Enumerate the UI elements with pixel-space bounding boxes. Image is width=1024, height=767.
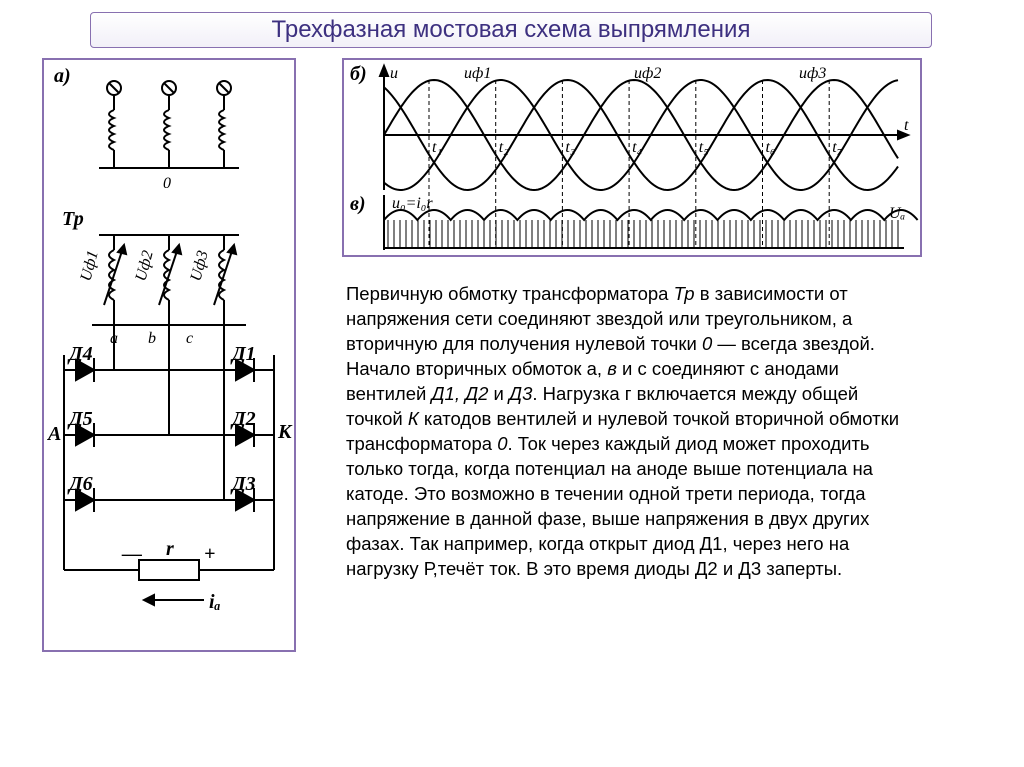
phase-u2: Uф2 [132, 249, 156, 283]
svg-text:t₄: t₄ [632, 139, 642, 156]
panel-label-b: б) [350, 63, 367, 85]
phase-u1: Uф1 [77, 249, 101, 283]
input-terminals [107, 81, 231, 95]
curve-u1: uф1 [464, 65, 491, 82]
text-run: . Ток через каждый диод может проходить … [346, 433, 873, 579]
svg-text:t₂: t₂ [499, 139, 509, 156]
description-paragraph: Первичную обмотку трансформатора Тр в за… [346, 282, 920, 582]
hatch-fill [388, 220, 898, 248]
svg-text:t₁: t₁ [432, 139, 442, 156]
svg-text:t₇: t₇ [832, 139, 842, 156]
phase-u3: Uф3 [187, 249, 211, 283]
circuit-diagram-panel: а) 0 Тр [42, 58, 296, 652]
diode-d5: Д5 [67, 408, 93, 430]
waveform-panel: б) в) u t t₁ t₂ t₃ t₄ t₅ t₆ t₇ uф1 uф2 uф3 u₀=… [342, 58, 922, 257]
panel-label-a: а) [54, 65, 71, 87]
node-a: А [46, 423, 61, 445]
text-em: Д3 [509, 383, 532, 404]
primary-windings [99, 95, 239, 168]
neutral-0: 0 [163, 175, 171, 192]
diode-d1: Д1 [230, 343, 256, 365]
secondary-windings [99, 235, 239, 325]
svg-text:t₅: t₅ [699, 139, 709, 156]
diode-d6: Д6 [67, 473, 93, 495]
text-run: Первичную обмотку трансформатора [346, 283, 674, 304]
load-plus: + [204, 543, 215, 565]
text-em: в [607, 358, 617, 379]
diode-d4: Д4 [67, 343, 93, 365]
text-run: и [488, 383, 509, 404]
text-em: Тр [674, 283, 695, 304]
curve-u2: uф2 [634, 65, 661, 82]
waveform-svg: б) в) u t t₁ t₂ t₃ t₄ t₅ t₆ t₇ uф1 uф2 uф3 u₀=… [344, 60, 920, 255]
y-axis-u: u [390, 65, 398, 82]
text-em: Д1, Д2 [432, 383, 489, 404]
circuit-svg: а) 0 Тр [44, 60, 294, 650]
svg-text:t₃: t₃ [565, 139, 575, 156]
transformer-label: Тр [62, 208, 84, 230]
text-em: К [408, 408, 419, 429]
node-k: К [277, 421, 293, 443]
rectified-output [384, 210, 918, 220]
diode-d3: Д3 [230, 473, 256, 495]
panel-label-v: в) [350, 193, 366, 215]
load-volt: Uₐ [889, 205, 906, 222]
x-axis-t: t [904, 117, 909, 134]
text-em: 0 [497, 433, 507, 454]
text-em: 0 [702, 333, 712, 354]
load-r: r [166, 538, 174, 560]
load-minus: — [121, 543, 142, 565]
page-title: Трехфазная мостовая схема выпрямления [90, 12, 932, 48]
svg-text:t₆: t₆ [766, 139, 776, 156]
terminal-c: c [186, 330, 193, 347]
dc-u0: u₀=i₀r [392, 195, 433, 212]
current-arrow-icon [144, 595, 204, 605]
current-label: iₐ [209, 591, 221, 613]
curve-u3: uф3 [799, 65, 826, 82]
terminal-b: b [148, 330, 156, 347]
diode-d2: Д2 [230, 408, 256, 430]
